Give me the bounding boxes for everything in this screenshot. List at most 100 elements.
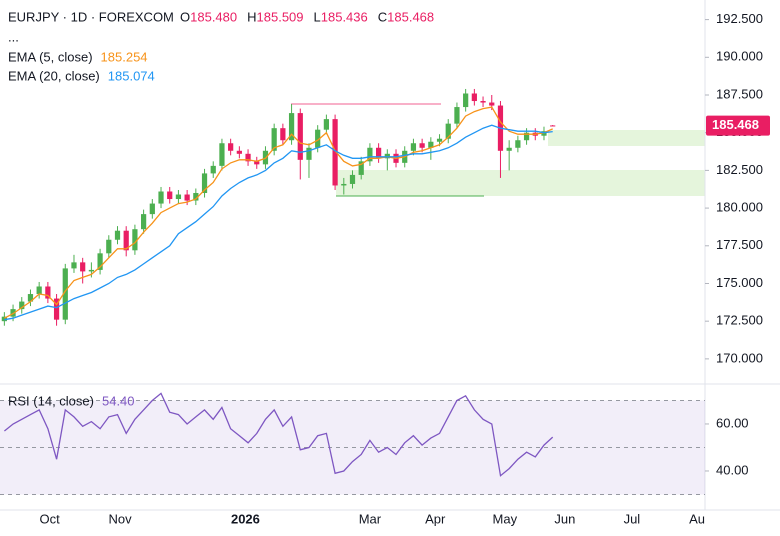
candle-body: [271, 128, 277, 151]
ohlc-value: 185.436: [321, 9, 368, 24]
zone: [336, 170, 705, 196]
candle-body: [184, 194, 190, 201]
legend-name: RSI (14, close): [8, 393, 94, 408]
x-tick-label: Nov: [109, 511, 133, 526]
price-label-bg: [706, 115, 770, 136]
legend-name: EMA (20, close): [8, 68, 100, 83]
candle-body: [123, 230, 129, 251]
candle-body: [323, 119, 329, 130]
candle-body: [541, 131, 547, 136]
candle-body: [367, 147, 373, 162]
candle-body: [436, 138, 443, 142]
legend: EURJPY · 1D · FOREXCOM ... O 185.480 H 185.…: [8, 9, 434, 408]
candle-body: [306, 147, 312, 160]
candle-body: [132, 229, 138, 251]
candle-body: [288, 113, 295, 141]
candle-body: [349, 174, 356, 184]
candle-body: [219, 143, 225, 166]
rsi-pane: [0, 392, 705, 495]
x-tick-label: May: [493, 511, 518, 526]
candle-body: [245, 153, 251, 162]
x-axis: Oct Nov 2026 Mar Apr May Jun Jul Aug: [39, 511, 712, 526]
candle-body: [158, 191, 164, 204]
candle-body: [506, 147, 512, 151]
x-tick-label: 2026: [231, 511, 260, 526]
candle-body: [523, 132, 530, 141]
ohlc-value: 185.468: [387, 9, 434, 24]
candle-body: [515, 140, 521, 148]
candle-body: [358, 161, 364, 175]
candle-body: [489, 102, 495, 106]
ohlc-value: 185.480: [190, 9, 237, 24]
y-tick-label: 182.500: [716, 162, 763, 177]
candle-body: [463, 93, 469, 108]
candle-body: [27, 294, 34, 302]
candle-body: [550, 125, 556, 127]
candle-body: [62, 268, 68, 320]
line-series: [4, 124, 553, 321]
legend-name: EMA (5, close): [8, 49, 93, 64]
candle-body: [201, 173, 208, 194]
ohlc-key: C: [378, 9, 387, 24]
x-tick-label: Oct: [39, 511, 60, 526]
candle-body: [53, 298, 60, 320]
candle-body: [410, 143, 417, 151]
x-tick-label: Apr: [425, 511, 446, 526]
candle-body: [376, 147, 382, 159]
candle-body: [454, 107, 460, 124]
candle-body: [175, 194, 182, 200]
candle-body: [445, 123, 451, 139]
candle-body: [193, 193, 199, 201]
candle-body: [88, 269, 94, 272]
candle-body: [315, 129, 321, 148]
price-label: 185.468: [712, 117, 759, 132]
candle-body: [80, 262, 86, 272]
x-tick-label: Jul: [624, 511, 641, 526]
y-tick-label: 60.00: [716, 415, 749, 430]
candle-body: [254, 161, 260, 165]
x-tick-label: Jun: [554, 511, 575, 526]
candle-body: [228, 143, 234, 151]
y-tick-label: 40.00: [716, 462, 749, 477]
y-tick-label: 190.000: [716, 49, 763, 64]
line-series: [3, 392, 554, 477]
x-tick-label: Aug: [689, 511, 712, 526]
candle-body: [106, 239, 112, 254]
legend-value: 185.254: [101, 49, 148, 64]
candle-body: [236, 150, 242, 154]
y-tick-label: 192.500: [716, 11, 763, 26]
candle-body: [280, 128, 286, 141]
candle-body: [71, 262, 77, 269]
y-tick-label: 187.500: [716, 86, 763, 101]
y-tick-label: 172.500: [716, 313, 763, 328]
candle-body: [97, 253, 103, 270]
candle-body: [114, 230, 121, 240]
ohlc-key: O: [180, 9, 190, 24]
axes: 170.000 172.500 175.000 177.500 180.000 182.5…: [705, 11, 770, 477]
y-tick-label: 177.500: [716, 237, 763, 252]
candle-body: [384, 153, 390, 159]
x-tick-label: Mar: [359, 511, 382, 526]
candle-body: [1, 316, 7, 322]
candle-body: [19, 301, 25, 310]
y-tick-label: 180.000: [716, 200, 763, 215]
y-tick-label: 175.000: [716, 275, 763, 290]
ohlc-key: H: [247, 9, 256, 24]
candle-body: [341, 183, 347, 186]
ohlc-key: L: [314, 9, 321, 24]
candle-body: [141, 214, 147, 230]
candle-body: [149, 203, 155, 215]
price-pane: [1, 88, 556, 326]
candle-body: [428, 141, 434, 148]
candle-body: [45, 286, 51, 299]
more: ...: [8, 29, 19, 44]
candle-body: [480, 101, 486, 103]
candle-body: [297, 113, 303, 160]
line-series: [4, 106, 553, 319]
y-tick-label: 170.000: [716, 350, 763, 365]
zone: [548, 130, 705, 146]
ohlc-value: 185.509: [257, 9, 304, 24]
candle-body: [36, 286, 42, 295]
drawings: [291, 103, 705, 197]
